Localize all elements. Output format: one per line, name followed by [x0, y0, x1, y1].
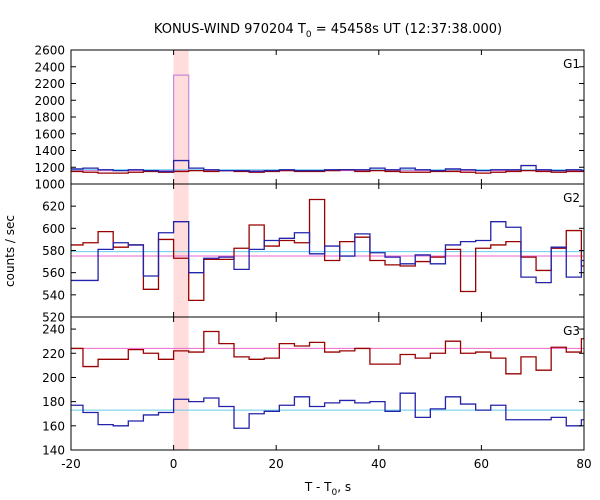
panel-g1: 1000 1200 1400 1600 1800 2000 2200 2400 2600 G1 — [34, 44, 585, 192]
chart-title: KONUS-WIND 970204 T0 = 45458s UT (12:37:… — [154, 22, 502, 40]
panel-label: G1 — [563, 57, 580, 71]
highlight-band — [173, 50, 189, 450]
series-red — [71, 198, 584, 302]
x-tick-label: 80 — [576, 457, 591, 471]
panel-frame — [70, 316, 585, 451]
y-tick-label: 240 — [42, 323, 65, 337]
y-tick-label: 580 — [42, 244, 65, 258]
y-tick-label: 560 — [42, 266, 65, 280]
y-tick-label: 1800 — [34, 111, 65, 125]
x-tick-label: 60 — [474, 457, 489, 471]
series-red — [71, 330, 584, 375]
x-tick-label: 0 — [170, 457, 178, 471]
y-tick-label: 200 — [42, 371, 65, 385]
y-tick-label: 2600 — [34, 44, 65, 58]
plot-area: 100012001400160018002000220024002600G152… — [34, 44, 591, 472]
y-axis-label: counts / sec — [3, 215, 17, 287]
y-tick-label: 2200 — [34, 77, 65, 91]
panel-label: G3 — [563, 324, 580, 338]
panel-g2: 520 540 560 580 600 620 G2 — [42, 183, 585, 325]
series-blue — [71, 159, 584, 173]
panel-label: G2 — [563, 191, 580, 205]
spike-series — [173, 74, 190, 171]
x-tick-label: 20 — [269, 457, 284, 471]
y-tick-label: 540 — [42, 288, 65, 302]
series-blue — [71, 221, 584, 284]
y-tick-label: 520 — [42, 311, 65, 325]
series-blue — [71, 392, 584, 429]
y-tick-label: 1600 — [34, 127, 65, 141]
y-tick-label: 2000 — [34, 94, 65, 108]
y-tick-label: 160 — [42, 419, 65, 433]
x-axis-label: T - T0, s — [304, 480, 351, 498]
x-tick-label: -20 — [61, 457, 81, 471]
y-tick-label: 2400 — [34, 60, 65, 74]
x-tick-label: 40 — [371, 457, 386, 471]
y-tick-label: 600 — [42, 222, 65, 236]
panel-frame — [70, 49, 585, 185]
panel-g3: 140 160 180 200 220 240 G3 — [42, 316, 585, 458]
y-tick-label: 140 — [42, 444, 65, 458]
y-tick-label: 220 — [42, 347, 65, 361]
y-tick-label: 180 — [42, 395, 65, 409]
y-tick-label: 620 — [42, 200, 65, 214]
y-tick-label: 1400 — [34, 144, 65, 158]
y-tick-label: 1200 — [34, 161, 65, 175]
panel-frame — [70, 183, 585, 318]
y-tick-label: 1000 — [34, 178, 65, 192]
